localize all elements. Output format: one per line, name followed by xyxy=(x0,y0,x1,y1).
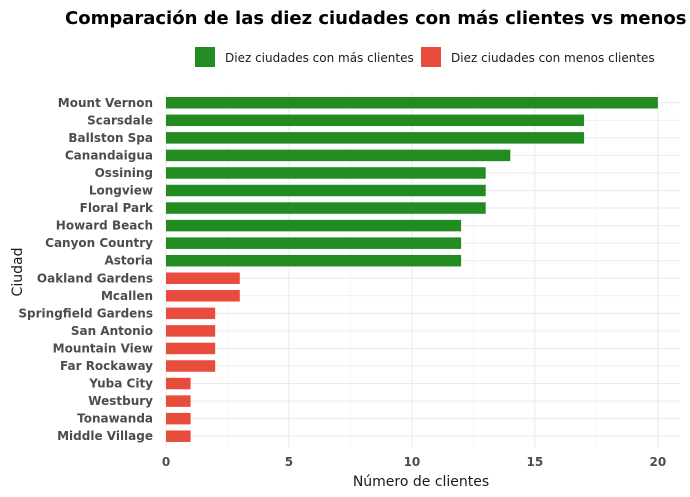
x-tick-label: 20 xyxy=(650,455,667,469)
bar xyxy=(166,149,511,162)
y-tick-label: Yuba City xyxy=(88,377,153,391)
y-tick-label: Middle Village xyxy=(57,429,153,443)
bar xyxy=(166,254,462,267)
x-tick-label: 15 xyxy=(527,455,544,469)
x-axis-title: Número de clientes xyxy=(353,474,489,490)
y-tick-label: Scarsdale xyxy=(87,113,153,127)
y-tick-label: Mcallen xyxy=(101,289,153,303)
x-tick-label: 5 xyxy=(285,455,293,469)
y-tick-label: Far Rockaway xyxy=(60,359,153,373)
bar xyxy=(166,290,240,302)
y-tick-label: Mount Vernon xyxy=(58,96,153,110)
y-tick-label: Canandaigua xyxy=(65,148,153,162)
legend-label: Diez ciudades con más clientes xyxy=(225,51,414,65)
y-axis-ticks: Mount Vernon Scarsdale Ballston Spa Cananda… xyxy=(18,96,154,443)
y-tick-label: Ballston Spa xyxy=(68,131,153,145)
bar xyxy=(166,360,216,372)
bar xyxy=(166,114,585,127)
bar xyxy=(166,184,486,197)
bar xyxy=(166,412,191,425)
bar xyxy=(166,219,462,232)
bar xyxy=(166,272,240,284)
bar xyxy=(166,342,216,355)
y-axis-title: Ciudad xyxy=(10,248,26,297)
bars xyxy=(166,97,658,442)
x-tick-label: 10 xyxy=(404,455,421,469)
legend-label: Diez ciudades con menos clientes xyxy=(451,51,655,65)
y-tick-label: San Antonio xyxy=(71,324,153,338)
bar xyxy=(166,237,462,249)
bar xyxy=(166,430,191,442)
bar xyxy=(166,167,486,179)
legend-key xyxy=(195,47,215,67)
y-tick-label: Howard Beach xyxy=(56,219,153,233)
bar xyxy=(166,395,191,407)
bar xyxy=(166,132,585,144)
bar xyxy=(166,377,191,390)
y-tick-label: Springfield Gardens xyxy=(18,306,153,320)
y-tick-label: Tonawanda xyxy=(77,412,153,426)
x-tick-label: 0 xyxy=(162,455,170,469)
y-tick-label: Mountain View xyxy=(53,341,153,355)
bar xyxy=(166,202,486,214)
y-tick-label: Astoria xyxy=(104,254,153,268)
bar xyxy=(166,307,216,320)
legend-key xyxy=(421,47,441,67)
bar xyxy=(166,97,658,109)
grid xyxy=(165,92,680,448)
y-tick-label: Ossining xyxy=(95,166,153,180)
y-tick-label: Oakland Gardens xyxy=(37,271,153,285)
x-axis-ticks: 0 5 10 15 20 xyxy=(162,455,666,469)
bar xyxy=(166,325,216,337)
chart-title: Comparación de las diez ciudades con más… xyxy=(65,8,687,29)
y-tick-label: Canyon Country xyxy=(45,236,153,250)
legend: Diez ciudades con más clientes Diez ciuda… xyxy=(195,47,655,67)
y-tick-label: Westbury xyxy=(88,394,153,408)
y-tick-label: Floral Park xyxy=(80,201,154,215)
y-tick-label: Longview xyxy=(89,184,153,198)
